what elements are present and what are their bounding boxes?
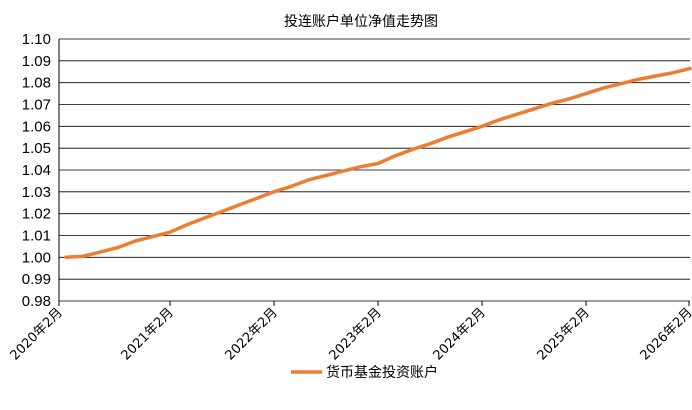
grid-layer <box>59 38 690 302</box>
y-tick-label: 1.09 <box>22 53 51 70</box>
legend-label: 货币基金投资账户 <box>326 364 438 381</box>
y-tick-label: 1.05 <box>22 140 51 157</box>
axis-layer: 0.98 0.99 1.00 1.01 1.02 1.03 1.04 1.05 1.06 1.07… <box>8 31 692 363</box>
legend: 货币基金投资账户 <box>291 364 438 381</box>
y-tick-label: 1.02 <box>22 206 51 223</box>
y-tick-label: 1.07 <box>22 97 51 114</box>
x-tick-label: 2025年2月 <box>535 305 593 363</box>
x-tick-label: 2024年2月 <box>431 305 489 363</box>
y-tick-label: 1.08 <box>22 75 51 92</box>
x-tick-label: 2026年2月 <box>638 305 692 363</box>
x-tick-label: 2023年2月 <box>327 305 385 363</box>
y-tick-label: 1.03 <box>22 184 51 201</box>
series-line <box>64 66 692 260</box>
x-tick-label: 2021年2月 <box>119 305 177 363</box>
y-tick-label: 1.04 <box>22 162 51 179</box>
chart-title: 投连账户单位净值走势图 <box>284 13 438 30</box>
y-tick-label: 1.06 <box>22 118 51 135</box>
y-tick-label: 0.98 <box>22 293 51 310</box>
x-tick-label: 2022年2月 <box>223 305 281 363</box>
y-tick-label: 1.01 <box>22 228 51 245</box>
x-tick-label: 2020年2月 <box>8 305 66 363</box>
series-layer <box>64 66 692 260</box>
y-tick-label: 1.10 <box>22 31 51 48</box>
y-tick-label: 1.00 <box>22 249 51 266</box>
y-tick-label: 0.99 <box>22 271 51 288</box>
